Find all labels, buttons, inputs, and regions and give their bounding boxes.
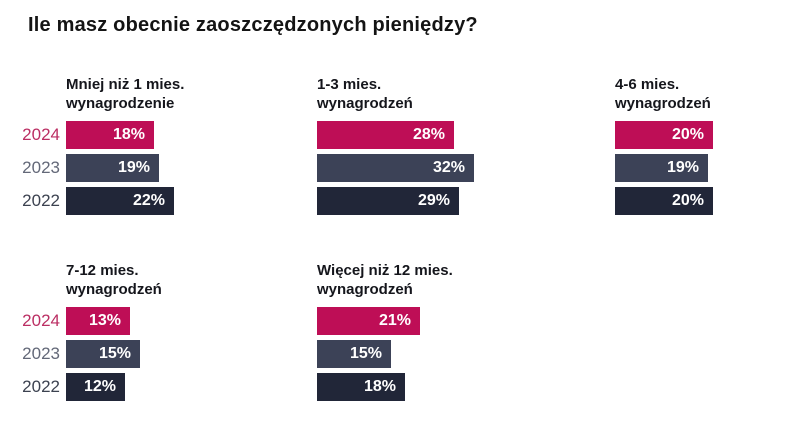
bar-group-2: 1-3 mies. wynagrodzeń 28% 32% 29% bbox=[263, 75, 474, 220]
bar-row-2022: 2022 22% bbox=[12, 187, 184, 215]
bar-row-2024: 21% bbox=[263, 307, 453, 335]
bar-row-2022: 2022 12% bbox=[12, 373, 162, 401]
bar-value-label: 19% bbox=[666, 159, 699, 176]
year-label-2023: 2023 bbox=[22, 344, 60, 363]
bar-value-label: 18% bbox=[363, 378, 396, 395]
year-label-2023: 2023 bbox=[22, 158, 60, 177]
bar-group-5: Więcej niż 12 mies. wynagrodzeń 21% 15% 18% bbox=[263, 261, 453, 406]
bar-row-2022: 29% bbox=[263, 187, 474, 215]
bar-2022: 12% bbox=[66, 373, 125, 401]
group-label-line: wynagrodzeń bbox=[317, 281, 413, 298]
bar-row-2023: 15% bbox=[263, 340, 453, 368]
year-label-2024: 2024 bbox=[22, 311, 60, 330]
bar-value-label: 15% bbox=[349, 345, 382, 362]
group-label: Więcej niż 12 mies. wynagrodzeń bbox=[317, 261, 453, 299]
chart-title: Ile masz obecnie zaoszczędzonych pienięd… bbox=[28, 14, 478, 36]
bar-value-label: 20% bbox=[671, 126, 704, 143]
bar-2024: 21% bbox=[317, 307, 420, 335]
bar-2022: 29% bbox=[317, 187, 459, 215]
bar-value-label: 13% bbox=[88, 312, 121, 329]
bar-group-1: Mniej niż 1 mies. wynagrodzenie 2024 18% 202… bbox=[12, 75, 184, 220]
bar-value-label: 19% bbox=[117, 159, 150, 176]
bar-row-2023: 2023 19% bbox=[12, 154, 184, 182]
bar-row-2024: 2024 13% bbox=[12, 307, 162, 335]
bar-2024: 13% bbox=[66, 307, 130, 335]
group-label-line: 1-3 mies. bbox=[317, 76, 382, 93]
bar-2024: 28% bbox=[317, 121, 454, 149]
group-label-line: wynagrodzeń bbox=[66, 281, 162, 298]
bar-row-2023: 32% bbox=[263, 154, 474, 182]
bar-2023: 15% bbox=[317, 340, 391, 368]
group-label-line: wynagrodzeń bbox=[317, 95, 413, 112]
bar-group-3: 4-6 mies. wynagrodzeń 20% 19% 20% bbox=[561, 75, 713, 220]
year-label-2022: 2022 bbox=[22, 191, 60, 210]
bar-row-2023: 19% bbox=[561, 154, 713, 182]
bar-value-label: 21% bbox=[378, 312, 411, 329]
year-label-2024: 2024 bbox=[22, 125, 60, 144]
bar-2024: 20% bbox=[615, 121, 713, 149]
group-label: 4-6 mies. wynagrodzeń bbox=[615, 75, 713, 113]
bar-value-label: 28% bbox=[412, 126, 445, 143]
bar-value-label: 32% bbox=[432, 159, 465, 176]
group-label-line: Więcej niż 12 mies. bbox=[317, 262, 453, 279]
bar-2023: 15% bbox=[66, 340, 140, 368]
bar-row-2022: 20% bbox=[561, 187, 713, 215]
year-label-2022: 2022 bbox=[22, 377, 60, 396]
group-label-line: wynagrodzeń bbox=[615, 95, 711, 112]
group-label-line: 7-12 mies. bbox=[66, 262, 139, 279]
group-label-line: 4-6 mies. bbox=[615, 76, 680, 93]
group-label-line: Mniej niż 1 mies. bbox=[66, 76, 185, 93]
group-label: 7-12 mies. wynagrodzeń bbox=[66, 261, 162, 299]
bar-value-label: 15% bbox=[98, 345, 131, 362]
bar-2024: 18% bbox=[66, 121, 154, 149]
group-label: 1-3 mies. wynagrodzeń bbox=[317, 75, 474, 113]
bar-2022: 18% bbox=[317, 373, 405, 401]
bar-value-label: 18% bbox=[112, 126, 145, 143]
bar-value-label: 29% bbox=[417, 192, 450, 209]
bar-group-4: 7-12 mies. wynagrodzeń 2024 13% 2023 15% 2022 1… bbox=[12, 261, 162, 406]
bar-2022: 20% bbox=[615, 187, 713, 215]
bar-2023: 19% bbox=[66, 154, 159, 182]
bar-row-2024: 20% bbox=[561, 121, 713, 149]
bar-value-label: 12% bbox=[83, 378, 116, 395]
group-label-line: wynagrodzenie bbox=[66, 95, 175, 112]
bar-2022: 22% bbox=[66, 187, 174, 215]
bar-row-2023: 2023 15% bbox=[12, 340, 162, 368]
bar-2023: 19% bbox=[615, 154, 708, 182]
bar-row-2024: 28% bbox=[263, 121, 474, 149]
bar-row-2022: 18% bbox=[263, 373, 453, 401]
bar-value-label: 20% bbox=[671, 192, 704, 209]
bar-2023: 32% bbox=[317, 154, 474, 182]
bar-row-2024: 2024 18% bbox=[12, 121, 184, 149]
bar-value-label: 22% bbox=[132, 192, 165, 209]
group-label: Mniej niż 1 mies. wynagrodzenie bbox=[66, 75, 184, 113]
